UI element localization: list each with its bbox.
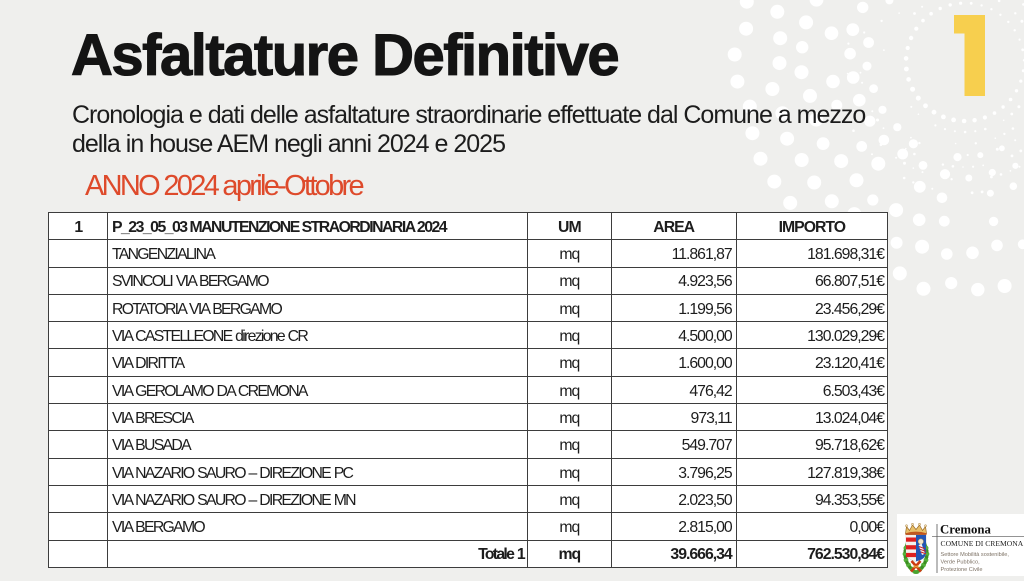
- svg-text:Settore Mobilità sostenibile,: Settore Mobilità sostenibile,: [941, 552, 1010, 558]
- svg-text:Verde Pubblico,: Verde Pubblico,: [941, 560, 981, 566]
- svg-text:COMUNE DI CREMONA: COMUNE DI CREMONA: [941, 539, 1024, 548]
- svg-text:Cremona: Cremona: [940, 523, 992, 537]
- svg-text:Protezione Civile: Protezione Civile: [941, 567, 983, 573]
